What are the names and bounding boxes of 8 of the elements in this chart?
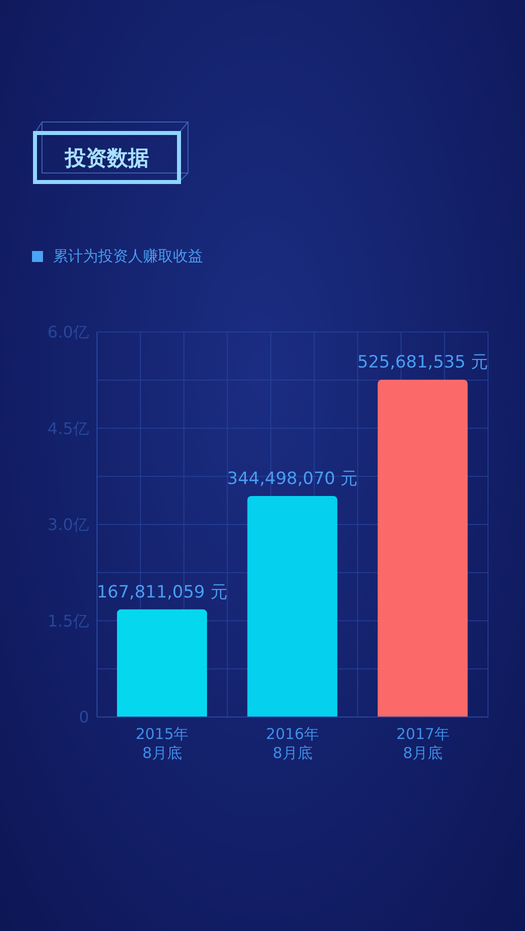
text: 累计为投资人赚取收益	[53, 247, 203, 266]
text: 344,498,070 元	[227, 468, 358, 489]
chart-title: 投资数据	[35, 133, 179, 182]
x-tick-label: 2016年 8月底	[266, 725, 320, 762]
x-tick-label: 2017年 8月底	[396, 725, 450, 762]
text: 167,811,059 元	[96, 582, 228, 602]
text: 525,681,535 元	[357, 352, 488, 373]
x-tick-label: 2015年 8月底	[136, 725, 189, 762]
